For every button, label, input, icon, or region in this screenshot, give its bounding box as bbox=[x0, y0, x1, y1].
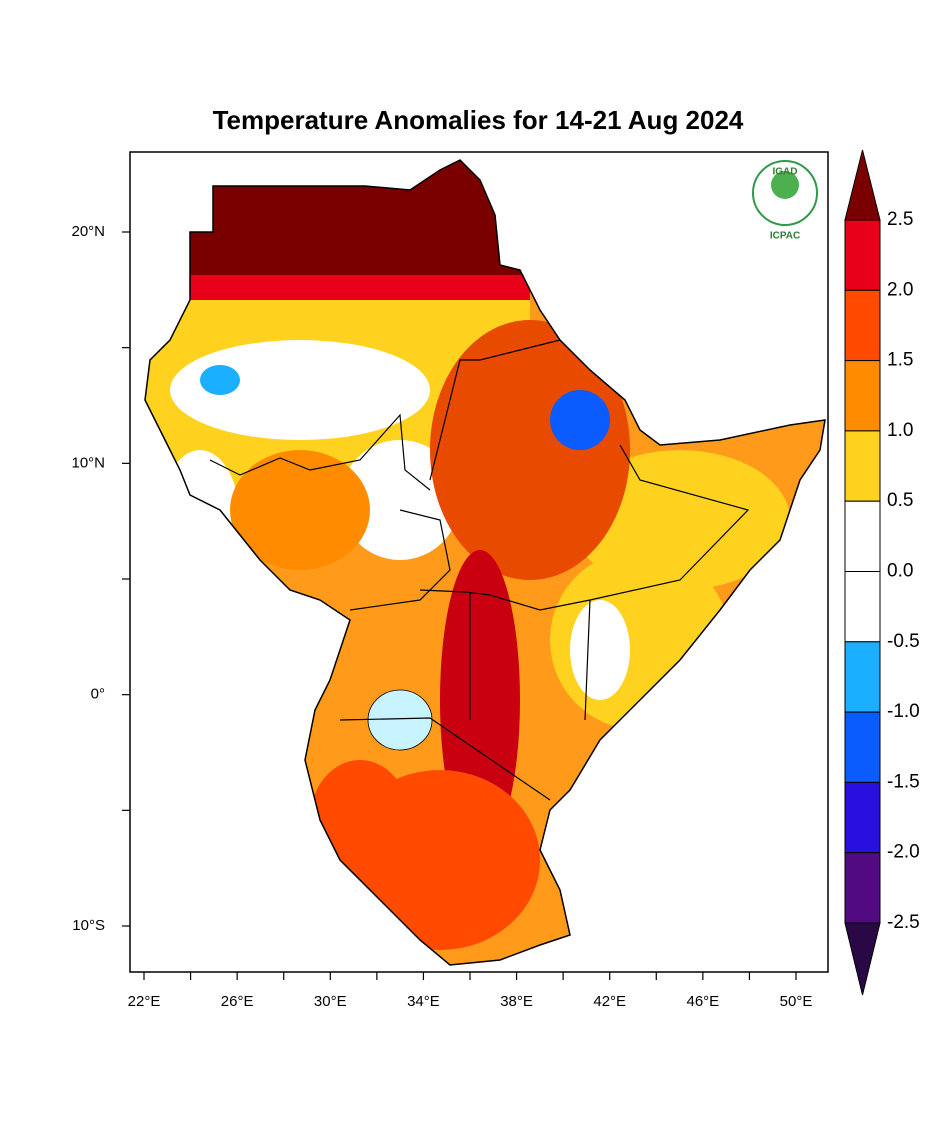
colorbar-label: 0.0 bbox=[887, 561, 913, 582]
map-title: Temperature Anomalies for 14-21 Aug 2024 bbox=[213, 105, 744, 135]
colorbar-label: -1.0 bbox=[887, 701, 920, 722]
logo: IGAD ICPAC bbox=[752, 160, 818, 242]
colorbar-label: 2.5 bbox=[887, 209, 913, 230]
colorbar-box bbox=[844, 289, 881, 362]
logo-text: ICPAC bbox=[770, 231, 800, 242]
colorbar-arrow bbox=[844, 149, 881, 221]
borders bbox=[209, 339, 750, 801]
colorbar-arrow bbox=[844, 922, 881, 996]
colorbar-box bbox=[844, 852, 881, 924]
x-tick-label: 22°E bbox=[128, 993, 161, 1010]
x-tick-label: 34°E bbox=[407, 993, 440, 1010]
x-tick-label: 26°E bbox=[221, 993, 254, 1010]
colorbar-box bbox=[844, 641, 881, 713]
colorbar-box bbox=[844, 571, 881, 643]
x-tick-label: 42°E bbox=[593, 993, 626, 1010]
colorbar-box bbox=[844, 219, 881, 291]
colorbar-label: 0.5 bbox=[887, 490, 913, 511]
logo-text: IGAD bbox=[773, 167, 798, 178]
y-tick-label: 10°S bbox=[72, 917, 105, 934]
colorbar-label: -2.0 bbox=[887, 842, 920, 863]
y-tick-label: 20°N bbox=[71, 223, 105, 240]
colorbar-label: 1.5 bbox=[887, 350, 913, 371]
x-tick-label: 38°E bbox=[500, 993, 533, 1010]
colorbar-box bbox=[844, 711, 881, 783]
colorbar-label: -0.5 bbox=[887, 631, 920, 652]
colorbar-box bbox=[844, 430, 881, 502]
colorbar-label: 1.0 bbox=[887, 420, 913, 441]
x-tick-label: 46°E bbox=[687, 993, 720, 1010]
y-tick-label: 10°N bbox=[71, 454, 105, 471]
colorbar-box bbox=[844, 360, 881, 432]
colorbar-label: -2.5 bbox=[887, 912, 920, 933]
coastline bbox=[144, 159, 826, 966]
colorbar-box bbox=[844, 500, 881, 573]
colorbar-label: 2.0 bbox=[887, 279, 913, 300]
y-tick-label: 0° bbox=[91, 686, 105, 703]
colorbar-box bbox=[844, 781, 881, 854]
x-tick-label: 50°E bbox=[780, 993, 813, 1010]
x-tick-label: 30°E bbox=[314, 993, 347, 1010]
colorbar-label: -1.5 bbox=[887, 771, 920, 792]
